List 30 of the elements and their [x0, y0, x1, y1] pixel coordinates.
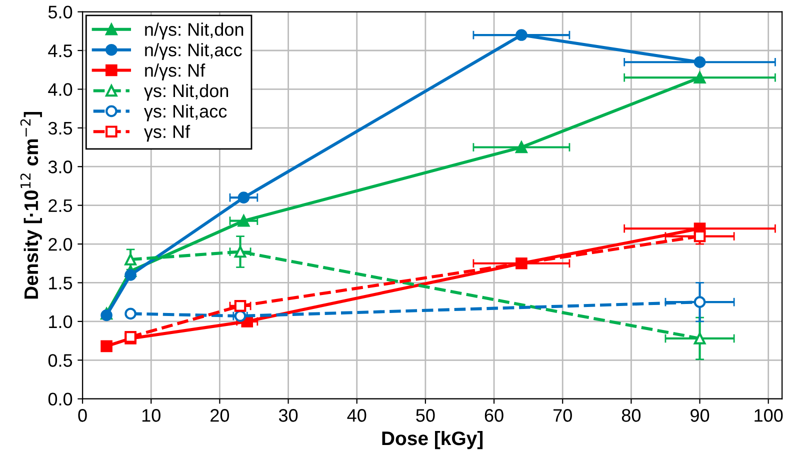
x-tick-label: 20 [210, 409, 230, 422]
y-tick-label: 4.0 [48, 83, 72, 96]
y-tick-label: 1.0 [49, 315, 72, 328]
x-tick-label: 50 [416, 409, 435, 422]
x-tick-label: 60 [484, 409, 504, 422]
y-tick-label: 3.5 [48, 122, 72, 135]
legend-label: γs: Nit,acc [144, 104, 227, 122]
y-tick-label: 0.0 [48, 392, 72, 406]
x-tick-label: 10 [142, 409, 160, 422]
x-axis-title: Dose [kGy] [382, 430, 483, 450]
x-tick-label: 40 [347, 409, 366, 422]
y-tick-label: 2.5 [48, 199, 72, 212]
y-tick-label: 2.0 [48, 238, 72, 251]
x-tick-label: 80 [622, 409, 641, 422]
y-tick-label: 3.0 [48, 160, 72, 174]
y-tick-label: 1.5 [49, 276, 72, 290]
x-tick-label: 0 [78, 409, 87, 422]
x-tick-label: 90 [690, 409, 710, 422]
legend-label: γs: Nf [144, 124, 190, 142]
legend-label: γs: Nit,don [144, 84, 228, 101]
legend-label: n/γs: Nit,don [145, 22, 244, 40]
x-tick-label: 30 [278, 409, 298, 422]
legend-label: n/γs: Nit,acc [145, 43, 242, 60]
x-tick-label: 100 [754, 409, 783, 422]
y-tick-label: 5.0 [48, 6, 72, 19]
legend-label: n/γs: Nf [145, 64, 206, 80]
y-axis-title: Density [·10$^{12}$ cm$^{−2}$] [20, 112, 42, 299]
x-tick-label: 70 [553, 409, 572, 422]
y-tick-label: 4.5 [48, 44, 72, 58]
y-tick-label: 0.5 [48, 354, 72, 367]
